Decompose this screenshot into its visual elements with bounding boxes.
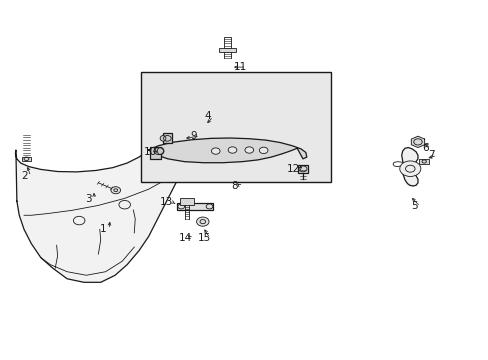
- Circle shape: [259, 147, 267, 153]
- Circle shape: [211, 148, 220, 154]
- Bar: [219, 48, 236, 52]
- Text: 9: 9: [190, 131, 197, 141]
- Text: 3: 3: [85, 194, 92, 204]
- Text: 14: 14: [178, 233, 191, 243]
- Text: 15: 15: [197, 233, 210, 243]
- Text: 1: 1: [100, 224, 106, 234]
- Circle shape: [196, 217, 208, 226]
- Ellipse shape: [160, 136, 165, 141]
- Circle shape: [173, 127, 182, 133]
- Circle shape: [119, 201, 130, 209]
- Text: 13: 13: [160, 197, 173, 207]
- Polygon shape: [410, 136, 424, 148]
- Text: 6: 6: [422, 143, 428, 153]
- Polygon shape: [165, 117, 193, 145]
- Text: 12: 12: [286, 165, 300, 174]
- Bar: [163, 134, 171, 143]
- Bar: [419, 159, 428, 164]
- Circle shape: [228, 147, 236, 153]
- Polygon shape: [401, 148, 417, 186]
- Polygon shape: [148, 138, 306, 163]
- Text: 8: 8: [231, 181, 238, 192]
- Circle shape: [244, 147, 253, 153]
- Circle shape: [177, 121, 185, 127]
- Bar: [177, 203, 213, 210]
- Text: 2: 2: [21, 171, 28, 181]
- Bar: [297, 165, 307, 172]
- Bar: [21, 157, 31, 161]
- Circle shape: [73, 216, 85, 225]
- Circle shape: [399, 161, 420, 176]
- Text: 10: 10: [143, 147, 157, 157]
- Circle shape: [178, 204, 184, 209]
- Circle shape: [206, 204, 212, 209]
- Ellipse shape: [157, 148, 163, 154]
- Bar: [180, 198, 193, 205]
- Text: 11: 11: [234, 62, 247, 72]
- Circle shape: [111, 187, 121, 194]
- Text: 4: 4: [204, 112, 210, 121]
- Bar: [150, 147, 160, 159]
- Text: 5: 5: [410, 202, 417, 211]
- Polygon shape: [16, 117, 193, 282]
- Circle shape: [199, 115, 210, 123]
- Bar: [141, 72, 330, 182]
- Text: 7: 7: [427, 150, 434, 160]
